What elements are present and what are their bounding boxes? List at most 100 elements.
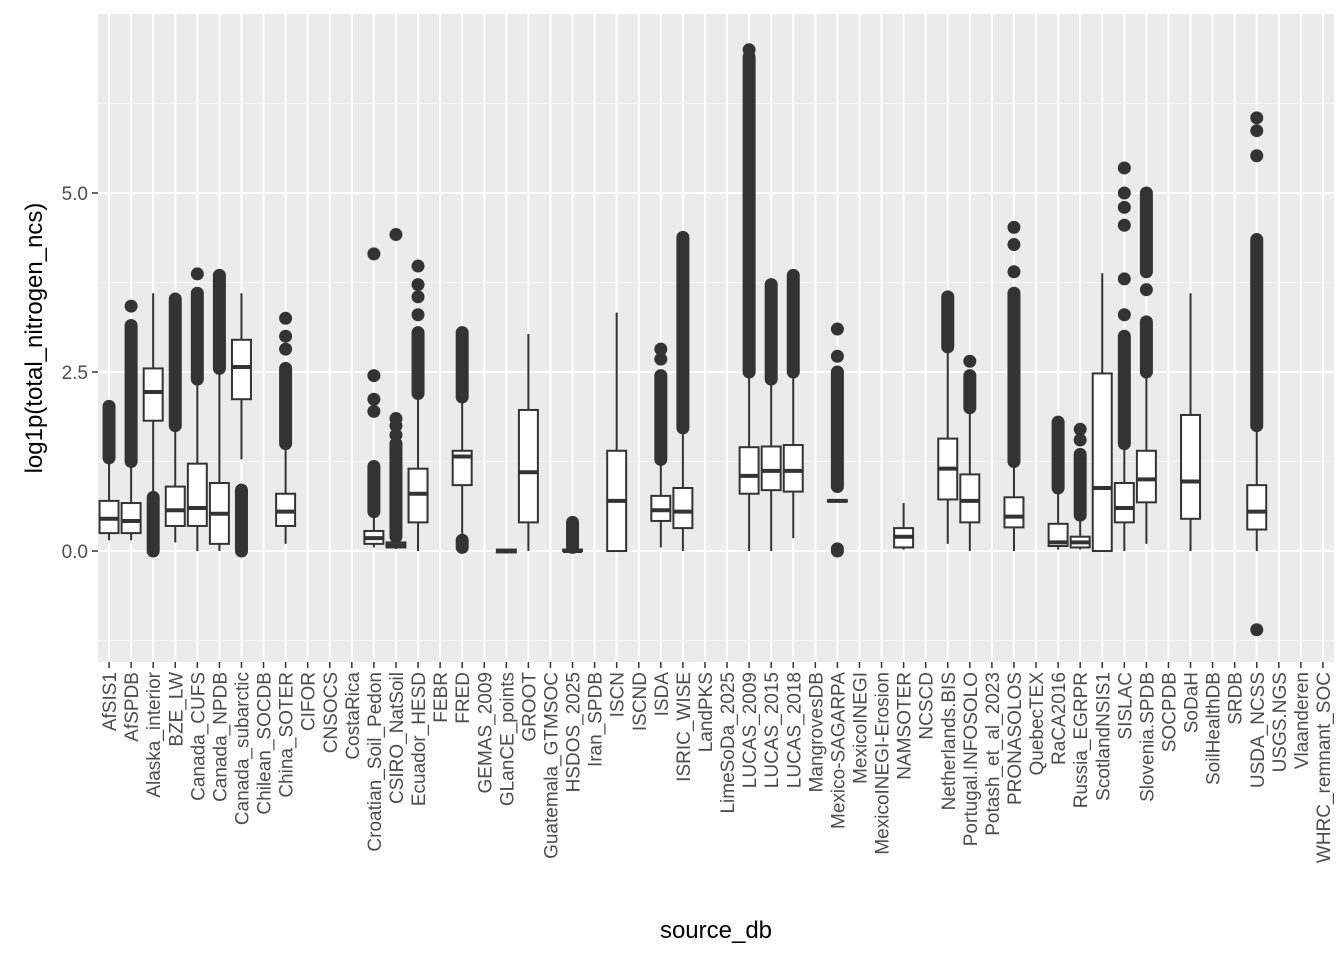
outlier-cluster (124, 318, 138, 469)
outlier-point (830, 349, 844, 363)
outlier-point (1139, 283, 1153, 297)
iqr-box (517, 408, 539, 524)
outlier-cluster (941, 290, 955, 354)
outlier-point (1117, 218, 1131, 232)
x-tick-label: RaCA2016 (1049, 672, 1070, 765)
outlier-point (1250, 124, 1264, 138)
iqr-box (1003, 496, 1025, 529)
outlier-point (367, 369, 381, 383)
x-tick-label: SRDB (1226, 672, 1247, 725)
x-tick-label: China_SOTER (277, 672, 298, 798)
outlier-cluster (764, 278, 778, 386)
x-tick-label: QuebecTEX (1027, 672, 1048, 776)
outlier-point (1117, 200, 1131, 214)
x-tick-label: Canada_CUFS (188, 672, 209, 801)
x-tick-label: PRONASOLOS (1005, 672, 1026, 805)
outlier-point (1073, 433, 1087, 447)
x-tick-label: Ecuador_HESD (409, 672, 430, 806)
outlier-point (1007, 220, 1021, 234)
x-tick-label: LimeSoDa_2025 (718, 672, 739, 814)
outlier-point (654, 352, 668, 366)
x-tick-label: FRED (453, 672, 474, 724)
iqr-box (1113, 481, 1135, 524)
iqr-box (186, 462, 208, 527)
x-tick-label: LUCAS_2009 (740, 672, 761, 788)
outlier-point (367, 392, 381, 406)
x-tick-label: GROOT (519, 672, 540, 742)
x-tick-label: ScotlandNSIS1 (1093, 672, 1114, 801)
x-tick-label: Chilean_SOCDB (255, 672, 276, 815)
iqr-box (959, 473, 981, 524)
outlier-point (124, 299, 138, 313)
x-tick-label: Netherlands.BIS (939, 672, 960, 810)
box-Ecuador_HESD (407, 259, 429, 552)
box-Mexico-SAGARPA (826, 322, 848, 558)
x-tick-label: Croatian_Soil_Pedon (365, 672, 386, 852)
outlier-point (742, 43, 756, 57)
outlier-cluster (367, 460, 381, 519)
outlier-cluster (279, 361, 293, 451)
outlier-cluster (654, 369, 668, 466)
iqr-box (1135, 449, 1157, 504)
x-tick-label: USGS.NGS (1270, 672, 1291, 772)
box-GROOT (517, 334, 539, 552)
box-HSDOS_2025 (562, 515, 584, 554)
x-tick-label: LUCAS_2015 (762, 672, 783, 788)
outlier-cluster (102, 399, 116, 465)
box-Canada_subarctic (230, 293, 252, 558)
x-tick-label: Russia_EGRPR (1071, 672, 1092, 808)
x-tick-label: MexicoINEGI-Erosion (873, 672, 894, 855)
x-tick-label: Iran_SPDB (586, 672, 607, 767)
box-RaCA2016 (1047, 415, 1069, 550)
x-tick-label: Potash_et_al_2023 (983, 672, 1004, 836)
box-NAMSOTER (893, 503, 915, 550)
box-FRED (451, 326, 473, 554)
outlier-point (279, 311, 293, 325)
x-tick-label: Canada_subarctic (232, 672, 253, 825)
outlier-cluster (676, 230, 690, 435)
outlier-cluster (455, 326, 469, 404)
box-Canada_CUFS (186, 267, 208, 552)
iqr-box (672, 487, 694, 530)
outlier-cluster (1051, 415, 1065, 495)
outlier-cluster (566, 515, 580, 554)
x-axis: AfSIS1 AfSPDB Alaska_interior BZE_LW Canada_… (100, 662, 1335, 863)
x-tick-label: Mexico-SAGARPA (828, 672, 849, 829)
x-axis-title: source_db (660, 917, 772, 944)
outlier-point (389, 428, 403, 442)
x-tick-label: AfSIS1 (100, 672, 121, 731)
outlier-point (411, 290, 425, 304)
x-tick-label: SoDaH (1182, 672, 1203, 733)
outlier-point (1117, 308, 1131, 322)
outlier-point (367, 404, 381, 418)
box-SISLAC (1113, 161, 1135, 552)
iqr-box (738, 446, 760, 495)
x-tick-label: GEMAS_2009 (475, 672, 496, 793)
box-ISDA (650, 342, 672, 548)
x-tick-label: CIFOR (299, 672, 320, 731)
box-Canada_NPDB (208, 268, 230, 552)
iqr-box (1180, 413, 1202, 520)
x-tick-label: CNSOCS (321, 672, 342, 753)
outlier-cluster (830, 365, 844, 494)
x-tick-label: BZE_LW (166, 672, 187, 747)
x-tick-label: Portugal.INFOSOLO (961, 672, 982, 846)
outlier-point (1117, 161, 1131, 175)
outlier-point (279, 342, 293, 356)
box-Slovenia.SPDB (1135, 186, 1157, 544)
outlier-cluster (786, 268, 800, 379)
x-tick-label: Alaska_interior (144, 671, 165, 797)
x-tick-label: HSDOS_2025 (564, 672, 585, 792)
box-LUCAS_2009 (738, 43, 760, 552)
outlier-cluster (168, 292, 182, 433)
outlier-point (411, 308, 425, 322)
box-ISRIC_WISE (672, 230, 694, 552)
outlier-cluster (234, 483, 248, 558)
outlier-point (411, 259, 425, 273)
outlier-cluster (1139, 186, 1153, 279)
outlier-point (654, 342, 668, 356)
x-tick-label: FEBR (431, 672, 452, 723)
box-LUCAS_2015 (760, 278, 782, 552)
